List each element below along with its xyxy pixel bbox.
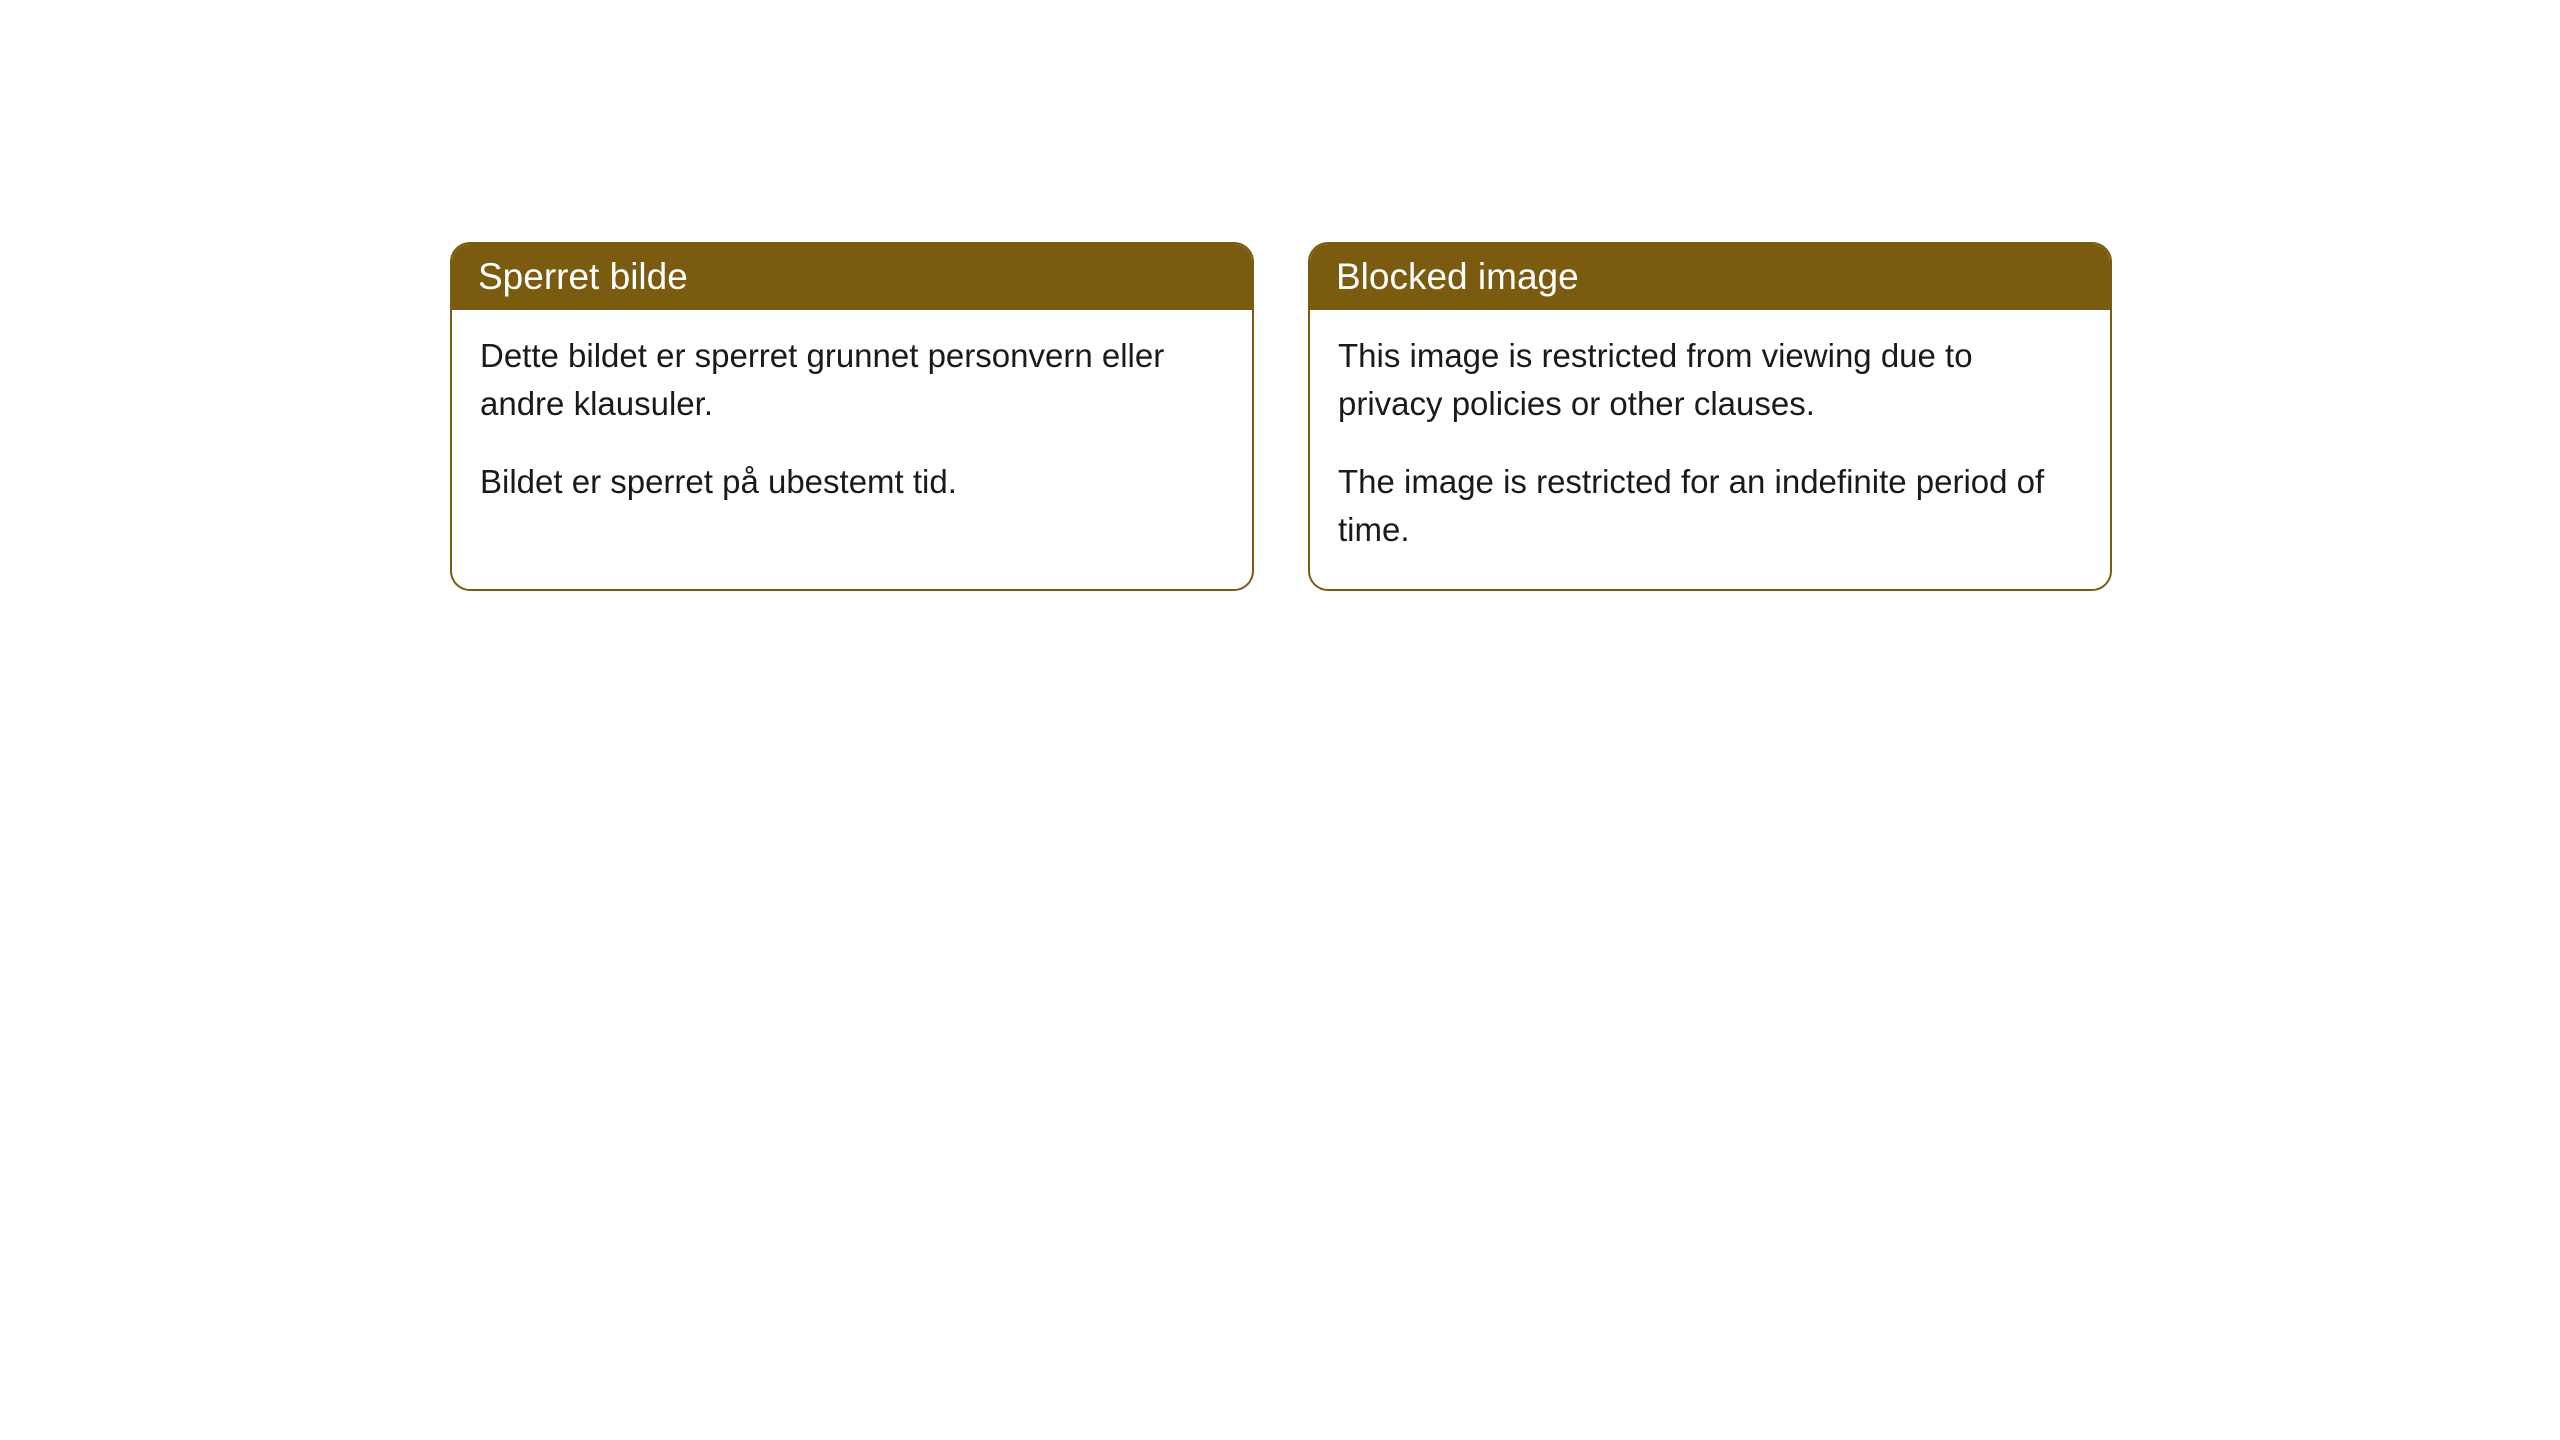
card-body-norwegian: Dette bildet er sperret grunnet personve… xyxy=(452,310,1252,542)
blocked-image-card-english: Blocked image This image is restricted f… xyxy=(1308,242,2112,591)
blocked-image-card-norwegian: Sperret bilde Dette bildet er sperret gr… xyxy=(450,242,1254,591)
notice-cards-container: Sperret bilde Dette bildet er sperret gr… xyxy=(450,242,2112,591)
card-header-norwegian: Sperret bilde xyxy=(452,244,1252,310)
card-body-english: This image is restricted from viewing du… xyxy=(1310,310,2110,589)
notice-paragraph-2-english: The image is restricted for an indefinit… xyxy=(1338,458,2082,554)
card-header-english: Blocked image xyxy=(1310,244,2110,310)
notice-paragraph-1-english: This image is restricted from viewing du… xyxy=(1338,332,2082,428)
notice-paragraph-2-norwegian: Bildet er sperret på ubestemt tid. xyxy=(480,458,1224,506)
notice-paragraph-1-norwegian: Dette bildet er sperret grunnet personve… xyxy=(480,332,1224,428)
